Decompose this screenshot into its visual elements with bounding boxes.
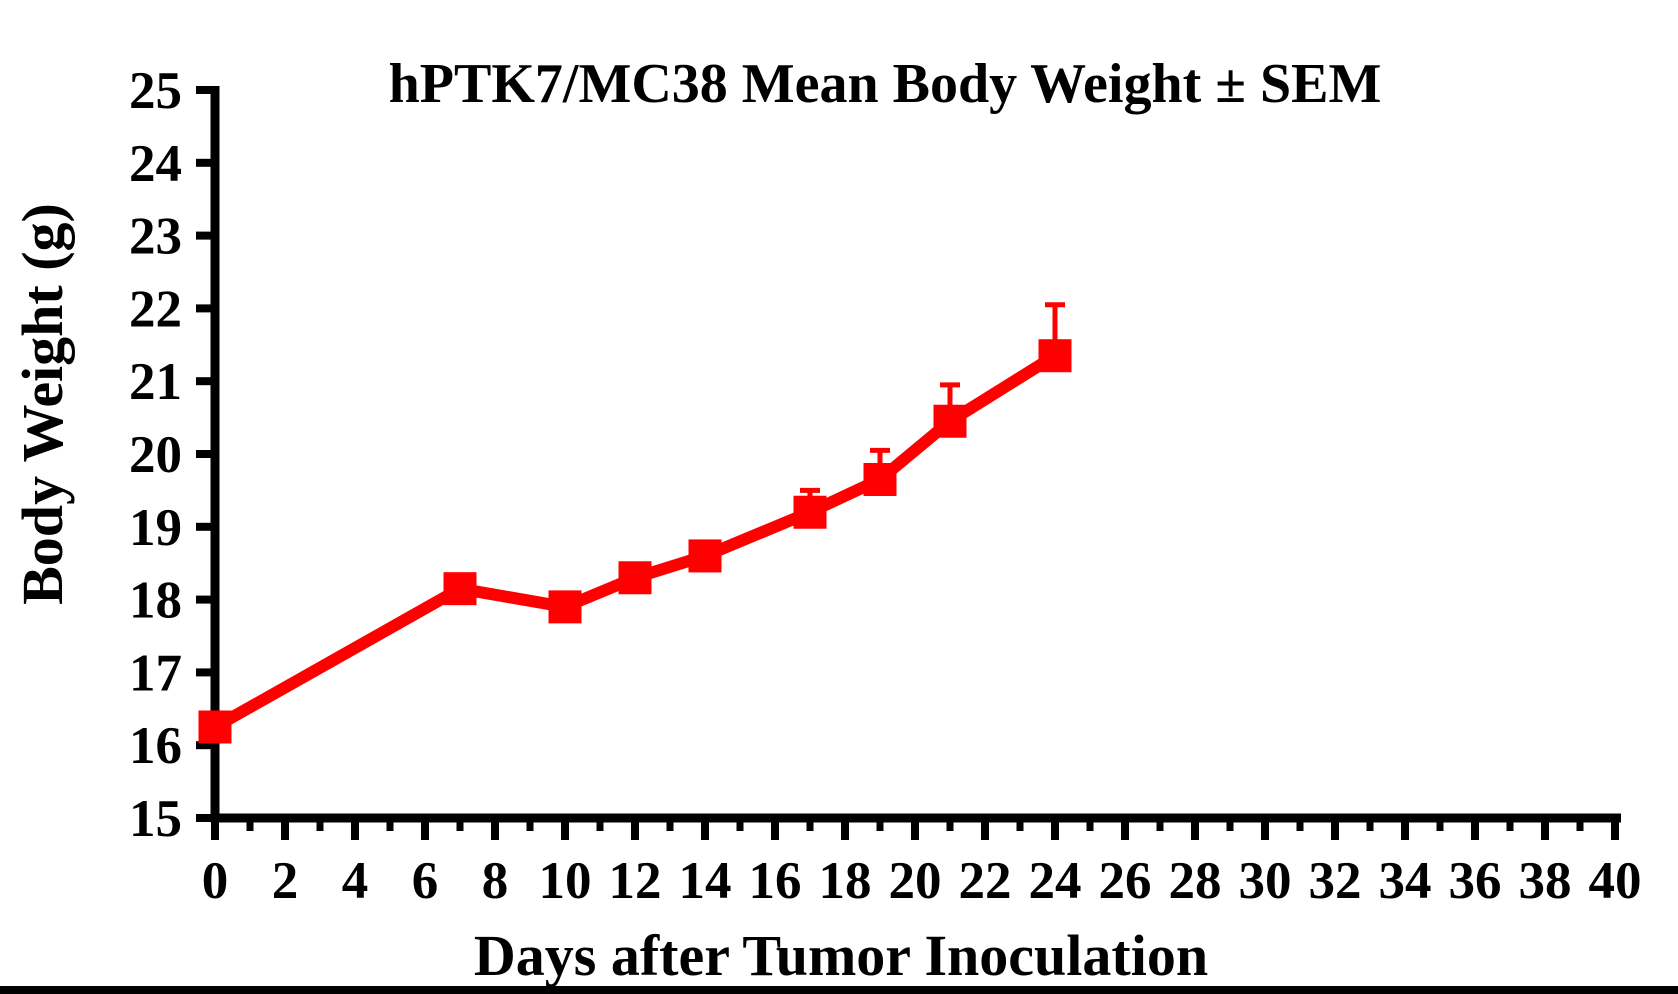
- data-point-marker: [618, 561, 652, 595]
- y-tick-label: 18: [129, 572, 182, 630]
- x-tick-label: 8: [482, 852, 509, 910]
- data-point-marker: [793, 495, 827, 529]
- data-point-marker: [933, 404, 967, 438]
- data-point-marker: [1038, 339, 1072, 373]
- x-tick-label: 32: [1309, 852, 1362, 910]
- y-tick-label: 20: [129, 426, 182, 484]
- x-tick-label: 16: [749, 852, 802, 910]
- y-tick-label: 22: [129, 280, 182, 338]
- x-tick-label: 6: [412, 852, 439, 910]
- bottom-bar: [0, 986, 1678, 994]
- y-tick-label: 16: [129, 717, 182, 775]
- x-tick-label: 30: [1239, 852, 1292, 910]
- x-tick-label: 18: [819, 852, 872, 910]
- data-point-marker: [443, 572, 477, 606]
- x-tick-label: 40: [1589, 852, 1642, 910]
- data-point-marker: [688, 539, 722, 573]
- y-axis-title: Body Weight (g): [10, 203, 75, 605]
- y-tick-label: 15: [129, 790, 182, 848]
- x-tick-label: 38: [1519, 852, 1572, 910]
- x-tick-label: 22: [959, 852, 1012, 910]
- x-tick-label: 24: [1029, 852, 1082, 910]
- x-tick-label: 34: [1379, 852, 1432, 910]
- x-tick-label: 10: [539, 852, 592, 910]
- data-point-marker: [548, 590, 582, 624]
- x-axis-title: Days after Tumor Inoculation: [474, 923, 1208, 988]
- x-tick-label: 26: [1099, 852, 1152, 910]
- x-tick-label: 28: [1169, 852, 1222, 910]
- x-tick-label: 14: [679, 852, 732, 910]
- series-line: [212, 350, 1059, 733]
- chart-title: hPTK7/MC38 Mean Body Weight ± SEM: [389, 53, 1382, 115]
- axes-layer: 0 2 4 6 8 10 12 14 16 18 20 22 24 26 28 30 32 34 36 38 40151…: [129, 62, 1642, 910]
- y-tick-label: 25: [129, 62, 182, 120]
- x-tick-label: 36: [1449, 852, 1502, 910]
- y-tick-label: 23: [129, 208, 182, 266]
- x-tick-label: 4: [342, 852, 369, 910]
- x-tick-label: 2: [272, 852, 299, 910]
- y-tick-label: 24: [129, 135, 182, 193]
- series-layer: [198, 302, 1072, 744]
- data-point-marker: [198, 710, 232, 744]
- data-point-marker: [863, 462, 897, 496]
- y-tick-label: 21: [129, 353, 182, 411]
- x-tick-label: 20: [889, 852, 942, 910]
- y-tick-label: 19: [129, 499, 182, 557]
- x-tick-label: 0: [202, 852, 229, 910]
- x-tick-label: 12: [609, 852, 662, 910]
- y-tick-label: 17: [129, 644, 182, 702]
